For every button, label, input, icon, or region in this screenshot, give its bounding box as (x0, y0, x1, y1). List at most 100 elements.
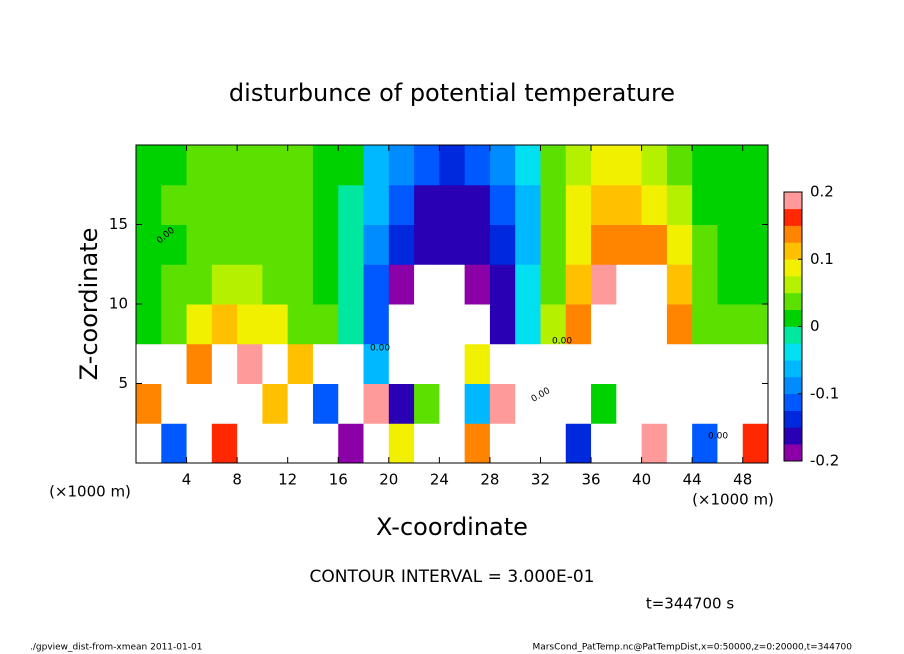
y-tick-label: 5 (118, 374, 128, 392)
cell (414, 224, 440, 265)
cell (565, 423, 592, 464)
cell (312, 304, 339, 345)
cell (161, 423, 188, 464)
cell (312, 145, 339, 186)
cell (136, 264, 162, 305)
cell (616, 423, 643, 464)
x-tick-label: 24 (430, 471, 449, 489)
cell (338, 224, 365, 265)
contour-interval: CONTOUR INTERVAL = 3.000E-01 (310, 567, 595, 587)
time-label: t=344700 s (646, 595, 734, 613)
cell (186, 224, 213, 265)
cell (262, 304, 289, 345)
y-axis-label: Z-coordinate (75, 228, 103, 381)
x-axis-label: X-coordinate (376, 513, 528, 541)
cell (616, 383, 643, 424)
cell (489, 145, 516, 186)
cell (742, 145, 769, 186)
footer-right: MarsCond_PatTemp.nc@PatTempDist,x=0:5000… (532, 643, 852, 653)
cell (136, 145, 162, 186)
x-unit: (×1000 m) (692, 491, 774, 509)
cell (515, 383, 541, 424)
cell (211, 145, 238, 186)
cell (742, 383, 769, 424)
cell (136, 423, 162, 464)
contour-label: 0.00 (370, 344, 390, 354)
cell (591, 343, 617, 384)
cell (565, 224, 592, 265)
cell (287, 224, 314, 265)
colorbar-band (784, 376, 802, 395)
cell (388, 423, 415, 464)
cell (414, 184, 440, 225)
cell (363, 145, 390, 186)
cell (312, 184, 339, 225)
cell (388, 145, 415, 186)
cell (540, 423, 567, 464)
cell (161, 224, 188, 265)
cell (666, 184, 693, 225)
cell (186, 304, 213, 345)
cell (666, 343, 693, 384)
cell (388, 264, 415, 305)
cell (565, 343, 592, 384)
cell (338, 383, 365, 424)
cell (641, 343, 668, 384)
cell (641, 383, 668, 424)
cell (692, 145, 718, 186)
cell (616, 145, 643, 186)
x-tick-label: 32 (531, 471, 550, 489)
x-tick-label: 4 (182, 471, 192, 489)
cell (489, 304, 516, 345)
cell (717, 423, 744, 464)
cell (591, 264, 617, 305)
cell (439, 184, 466, 225)
cell (211, 423, 238, 464)
cell (515, 423, 541, 464)
colorbar-tick-label: -0.1 (810, 384, 839, 402)
cell (616, 184, 643, 225)
colorbar-band (784, 309, 802, 327)
x-tick-label: 16 (329, 471, 348, 489)
cell (717, 145, 744, 186)
cell (515, 264, 541, 305)
cell (565, 184, 592, 225)
cell (439, 423, 466, 464)
cell (641, 423, 668, 464)
cell (666, 304, 693, 345)
cell (136, 224, 162, 265)
cell (565, 304, 592, 345)
cell (363, 304, 390, 345)
y-tick-label: 15 (109, 215, 128, 233)
cell (161, 264, 188, 305)
cell (742, 304, 769, 345)
cell (186, 184, 213, 225)
cell (616, 264, 643, 305)
cell (388, 224, 415, 265)
colorbar-band (784, 242, 802, 260)
cell (287, 343, 314, 384)
cell (464, 224, 491, 265)
cell (414, 343, 440, 384)
cell (186, 145, 213, 186)
cell (616, 224, 643, 265)
cell (616, 343, 643, 384)
cell (363, 423, 390, 464)
cell (186, 423, 213, 464)
cell (692, 264, 718, 305)
cell (489, 343, 516, 384)
cell (692, 184, 718, 225)
cell (211, 264, 238, 305)
cell (641, 224, 668, 265)
cell (237, 184, 263, 225)
cell (464, 343, 491, 384)
cell (742, 184, 769, 225)
cell (161, 383, 188, 424)
cell (717, 264, 744, 305)
cell (540, 184, 567, 225)
cell (136, 383, 162, 424)
colorbar-band (784, 259, 802, 277)
cell (287, 264, 314, 305)
cell (464, 184, 491, 225)
cell (717, 304, 744, 345)
